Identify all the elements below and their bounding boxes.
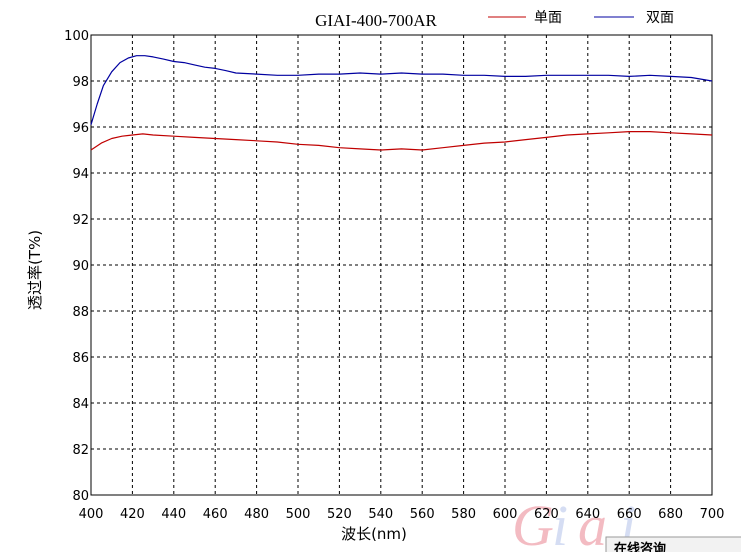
series-line-single xyxy=(90,131,713,151)
x-tick-label: 480 xyxy=(244,507,269,522)
y-tick-label: 96 xyxy=(72,121,89,136)
legend-label-single: 单面 xyxy=(534,10,562,26)
x-tick-label: 460 xyxy=(203,507,228,522)
x-tick-label: 680 xyxy=(658,507,683,522)
y-tick-label: 100 xyxy=(64,29,89,44)
x-tick-label: 420 xyxy=(120,507,145,522)
legend: 单面 双面 xyxy=(488,10,674,26)
online-consult-tab[interactable]: 在线咨询 xyxy=(605,536,741,552)
svg-text:G: G xyxy=(512,493,554,552)
series-lines xyxy=(90,55,713,151)
x-tick-label: 660 xyxy=(617,507,642,522)
y-tick-label: 88 xyxy=(72,305,89,320)
x-tick-label: 580 xyxy=(451,507,476,522)
y-tick-labels: 80 82 84 86 88 90 92 94 96 98 100 xyxy=(64,29,89,504)
y-tick-label: 92 xyxy=(72,213,89,228)
series-line-double xyxy=(90,55,713,125)
giai-watermark-logo: G i a i xyxy=(512,493,636,552)
svg-text:在线咨询: 在线咨询 xyxy=(614,541,666,552)
x-tick-label: 700 xyxy=(700,507,725,522)
x-tick-labels: 400 420 440 460 480 500 520 540 560 580 600 620 640 6… xyxy=(79,507,725,522)
y-tick-label: 98 xyxy=(72,75,89,90)
svg-text:i: i xyxy=(552,493,568,552)
x-axis-label: 波长(nm) xyxy=(341,525,407,543)
y-axis-label: 透过率(T%) xyxy=(26,230,44,310)
x-tick-label: 520 xyxy=(327,507,352,522)
plot-frame xyxy=(90,34,713,496)
x-tick-label: 620 xyxy=(534,507,559,522)
y-tick-label: 82 xyxy=(72,443,89,458)
svg-text:a: a xyxy=(578,493,607,552)
y-tick-label: 80 xyxy=(72,489,89,504)
x-tick-label: 400 xyxy=(79,507,104,522)
x-tick-label: 560 xyxy=(410,507,435,522)
chart-grid xyxy=(91,35,712,495)
x-tick-label: 600 xyxy=(493,507,518,522)
y-tick-label: 86 xyxy=(72,351,89,366)
x-tick-label: 440 xyxy=(161,507,186,522)
x-tick-label: 500 xyxy=(286,507,311,522)
legend-label-double: 双面 xyxy=(646,10,674,26)
y-tick-label: 84 xyxy=(72,397,89,412)
chart-title: GIAI-400-700AR xyxy=(315,11,437,30)
y-tick-label: 94 xyxy=(72,167,89,182)
x-tick-label: 640 xyxy=(575,507,600,522)
x-tick-label: 540 xyxy=(368,507,393,522)
y-tick-label: 90 xyxy=(72,259,89,274)
